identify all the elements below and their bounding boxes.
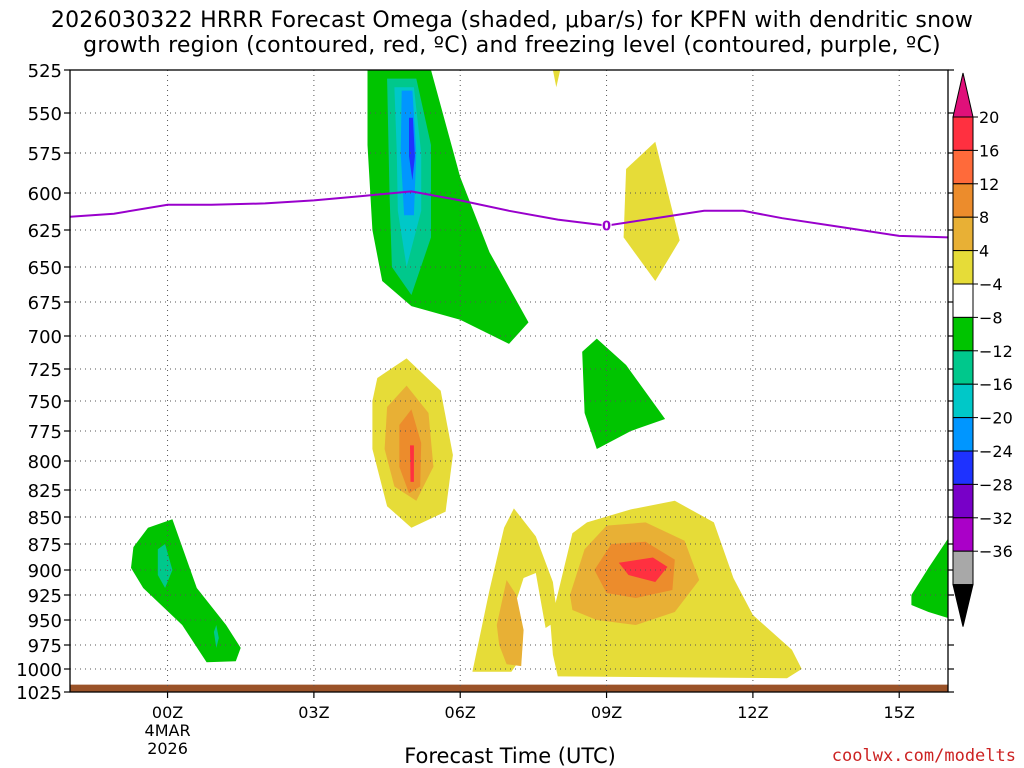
colorbar-band-2 xyxy=(952,183,974,218)
freezing-level-line xyxy=(70,190,948,239)
colorbar-band-6 xyxy=(952,316,974,352)
y-tick-label: 900 xyxy=(28,561,62,582)
freezing-level-label-bg xyxy=(601,217,612,233)
chart-title-line-2: growth region (contoured, red, ºC) and f… xyxy=(83,33,941,58)
x-tick-year: 2026 xyxy=(147,739,188,758)
y-tick-label: 850 xyxy=(28,508,62,529)
y-tick-label: 1025 xyxy=(16,683,62,704)
colorbar-label: −32 xyxy=(979,509,1013,528)
x-tick-label: 15Z xyxy=(884,703,915,722)
colorbar-band-10 xyxy=(952,450,974,485)
y-tick-label: 825 xyxy=(28,481,62,502)
colorbar-label: 4 xyxy=(979,242,989,261)
x-tick-label: 00Z xyxy=(152,703,183,722)
colorbar-band-9 xyxy=(952,417,974,452)
colorbar-label: −36 xyxy=(979,542,1013,561)
omega-region-15 xyxy=(911,538,948,618)
colorbar-band-13 xyxy=(952,550,974,586)
colorbar-band-0 xyxy=(952,116,974,151)
colorbar-label: −12 xyxy=(979,342,1013,361)
plot-frame xyxy=(69,69,949,693)
colorbar-band-7 xyxy=(952,350,974,385)
y-tick-label: 875 xyxy=(28,535,62,556)
colorbar-top-arrow xyxy=(952,72,974,118)
omega-region-5 xyxy=(552,70,561,88)
y-tick-label: 550 xyxy=(28,104,62,125)
colorbar-band-4 xyxy=(952,250,974,285)
omega-region-6 xyxy=(623,141,680,281)
y-tick-label: 600 xyxy=(28,184,62,205)
plot-area: 0 xyxy=(70,70,948,692)
colorbar-bottom-arrow xyxy=(952,584,974,627)
colorbar-label: −28 xyxy=(979,475,1013,494)
omega-region-12 xyxy=(131,519,241,663)
colorbar-band-3 xyxy=(952,216,974,252)
y-tick-label: 575 xyxy=(28,144,62,165)
colorbar-label: 20 xyxy=(979,108,999,127)
colorbar-label: −24 xyxy=(979,442,1013,461)
chart-title-line-1: 2026030322 HRRR Forecast Omega (shaded, … xyxy=(50,8,974,33)
y-tick-label: 675 xyxy=(28,293,62,314)
y-tick-label: 975 xyxy=(28,636,62,657)
y-tick-label: 625 xyxy=(28,221,62,242)
freezing-level-label: 0 xyxy=(602,220,611,235)
y-tick-label: 925 xyxy=(28,586,62,607)
x-axis-label: Forecast Time (UTC) xyxy=(404,744,616,768)
x-tick-label: 12Z xyxy=(737,703,768,722)
colorbar-label: −16 xyxy=(979,375,1013,394)
colorbar: 20 16 12 8 4 −4 −8 −12 −16 −20 −24 −28 −32 −36 xyxy=(952,72,1013,627)
colorbar-band-12 xyxy=(952,517,974,552)
omega-region-13 xyxy=(157,544,173,588)
credit-text[interactable]: coolwx.com/modelts xyxy=(831,746,1016,766)
omega-region-18 xyxy=(496,580,524,667)
y-tick-label: 950 xyxy=(28,611,62,632)
y-tick-label: 725 xyxy=(28,360,62,381)
omega-region-16 xyxy=(472,508,558,672)
y-tick-label: 525 xyxy=(28,61,62,82)
y-tick-label: 700 xyxy=(28,327,62,348)
colorbar-label: 16 xyxy=(979,141,999,160)
y-tick-label: 650 xyxy=(28,258,62,279)
colorbar-label: −20 xyxy=(979,409,1013,428)
omega-region-21 xyxy=(618,557,668,582)
plot-clip-group: 0 xyxy=(70,70,948,692)
omega-region-14 xyxy=(213,625,219,648)
x-tick-label: 06Z xyxy=(445,703,476,722)
x-tick-date: 4MAR xyxy=(145,721,191,740)
x-tick-label: 03Z xyxy=(298,703,329,722)
colorbar-label: −4 xyxy=(979,275,1003,294)
y-tick-label: 1000 xyxy=(16,660,62,681)
colorbar-band-11 xyxy=(952,483,974,519)
colorbar-band-8 xyxy=(952,383,974,419)
y-tick-label: 800 xyxy=(28,452,62,473)
colorbar-label: 12 xyxy=(979,175,999,194)
colorbar-band-1 xyxy=(952,149,974,185)
ground-strip xyxy=(70,684,948,692)
x-tick-label: 09Z xyxy=(591,703,622,722)
y-tick-label: 775 xyxy=(28,422,62,443)
colorbar-label: 8 xyxy=(979,208,989,227)
axes: 525 550 575 600 625 650 675 700 725 750 775 800 825 8… xyxy=(16,61,954,758)
y-tick-label: 750 xyxy=(28,392,62,413)
omega-region-7 xyxy=(582,338,666,449)
colorbar-label: −8 xyxy=(979,308,1003,327)
colorbar-band-5 xyxy=(952,283,974,318)
omega-region-4 xyxy=(409,117,415,181)
omega-region-11 xyxy=(410,445,414,482)
